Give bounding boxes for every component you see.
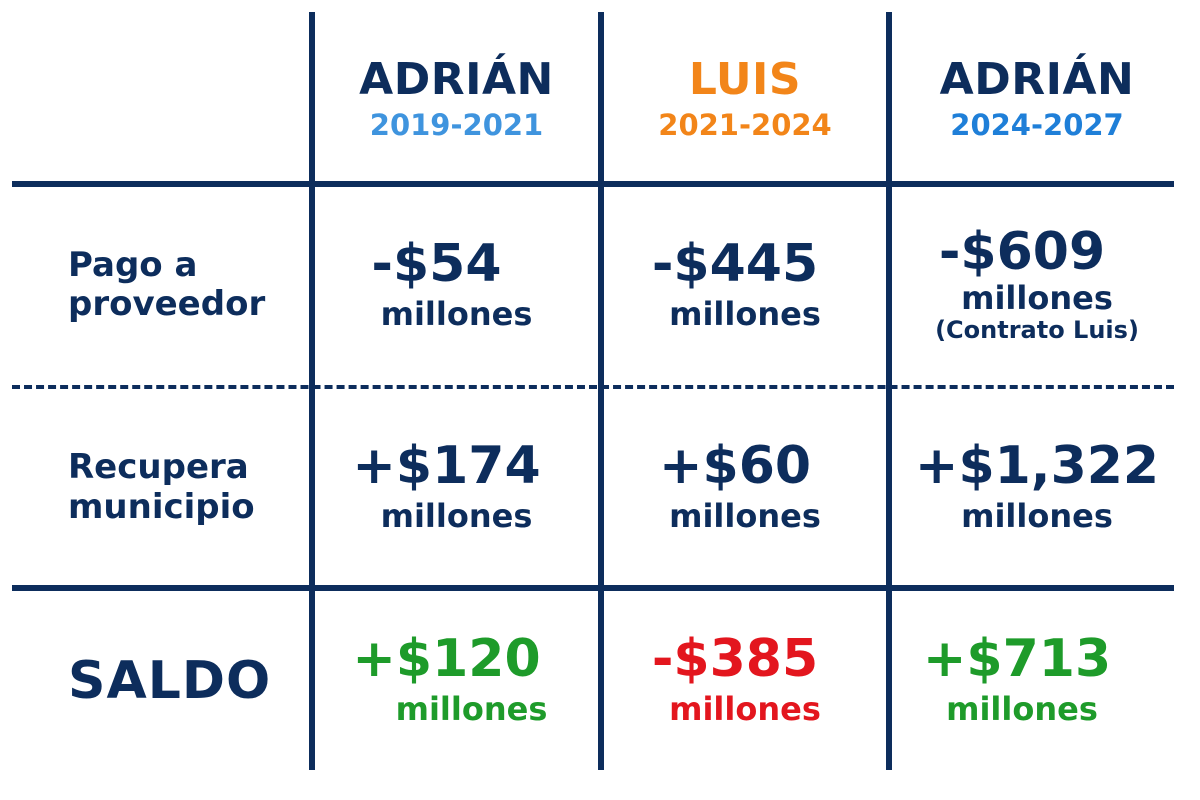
header-years: 2024-2027: [950, 108, 1124, 143]
row-label-pago: Pago a proveedor: [12, 187, 309, 383]
header-col-2: LUIS 2021-2024: [604, 20, 886, 181]
row-label-line: Recupera: [68, 447, 249, 488]
grid-divider-dashed: [12, 385, 1174, 389]
amount-value: -$609: [938, 222, 1106, 283]
row-label-line: proveedor: [68, 284, 266, 324]
cell-pago-3: -$609 millones (Contrato Luis): [892, 187, 1182, 383]
row-label-recupera: Recupera municipio: [12, 390, 309, 585]
cell-recupera-1: +$174 millones: [315, 390, 598, 585]
grid-divider-vertical-3: [886, 12, 892, 770]
cell-recupera-3: +$1,322 millones: [892, 390, 1182, 585]
amount-unit: millones: [946, 690, 1098, 729]
grid-divider-vertical-2: [598, 12, 604, 770]
header-name: ADRIÁN: [939, 54, 1135, 106]
amount-value: +$120: [352, 629, 541, 690]
header-name: LUIS: [688, 54, 802, 106]
saldo-label: SALDO: [68, 650, 272, 711]
amount-unit: millones: [669, 497, 821, 536]
header-col-3: ADRIÁN 2024-2027: [892, 20, 1182, 181]
amount-value: +$60: [658, 436, 812, 497]
grid-divider-saldo: [12, 585, 1174, 591]
amount-value: +$713: [922, 629, 1112, 690]
grid-divider-header: [12, 181, 1174, 187]
header-col-1: ADRIÁN 2019-2021: [315, 20, 598, 181]
amount-unit: millones: [961, 279, 1113, 318]
cell-recupera-2: +$60 millones: [604, 390, 886, 585]
amount-value: -$385: [651, 629, 819, 690]
amount-value: -$54: [371, 233, 502, 294]
header-years: 2019-2021: [369, 108, 544, 143]
row-label-line: Pago a: [68, 244, 198, 285]
amount-unit: millones: [669, 690, 821, 729]
cell-pago-1: -$54 millones: [315, 187, 598, 383]
header-name: ADRIÁN: [359, 54, 554, 106]
cell-saldo-2: -$385 millones: [604, 591, 886, 770]
header-years: 2021-2024: [658, 108, 832, 143]
row-label-line: municipio: [68, 486, 255, 527]
cell-saldo-3: +$713 millones: [892, 591, 1182, 770]
row-label-saldo: SALDO: [12, 591, 309, 770]
amount-value: +$174: [352, 436, 541, 497]
cell-pago-2: -$445 millones: [604, 187, 886, 383]
amount-unit: millones: [380, 294, 533, 333]
amount-note: (Contrato Luis): [935, 316, 1139, 345]
amount-unit: millones: [380, 497, 533, 536]
grid-divider-vertical-1: [309, 12, 315, 770]
amount-unit: millones: [961, 497, 1113, 536]
amount-value: -$445: [651, 233, 819, 294]
amount-value: +$1,322: [914, 436, 1160, 497]
amount-unit: millones: [669, 294, 821, 333]
amount-unit: millones: [395, 690, 548, 729]
cell-saldo-1: +$120 millones: [315, 591, 598, 770]
